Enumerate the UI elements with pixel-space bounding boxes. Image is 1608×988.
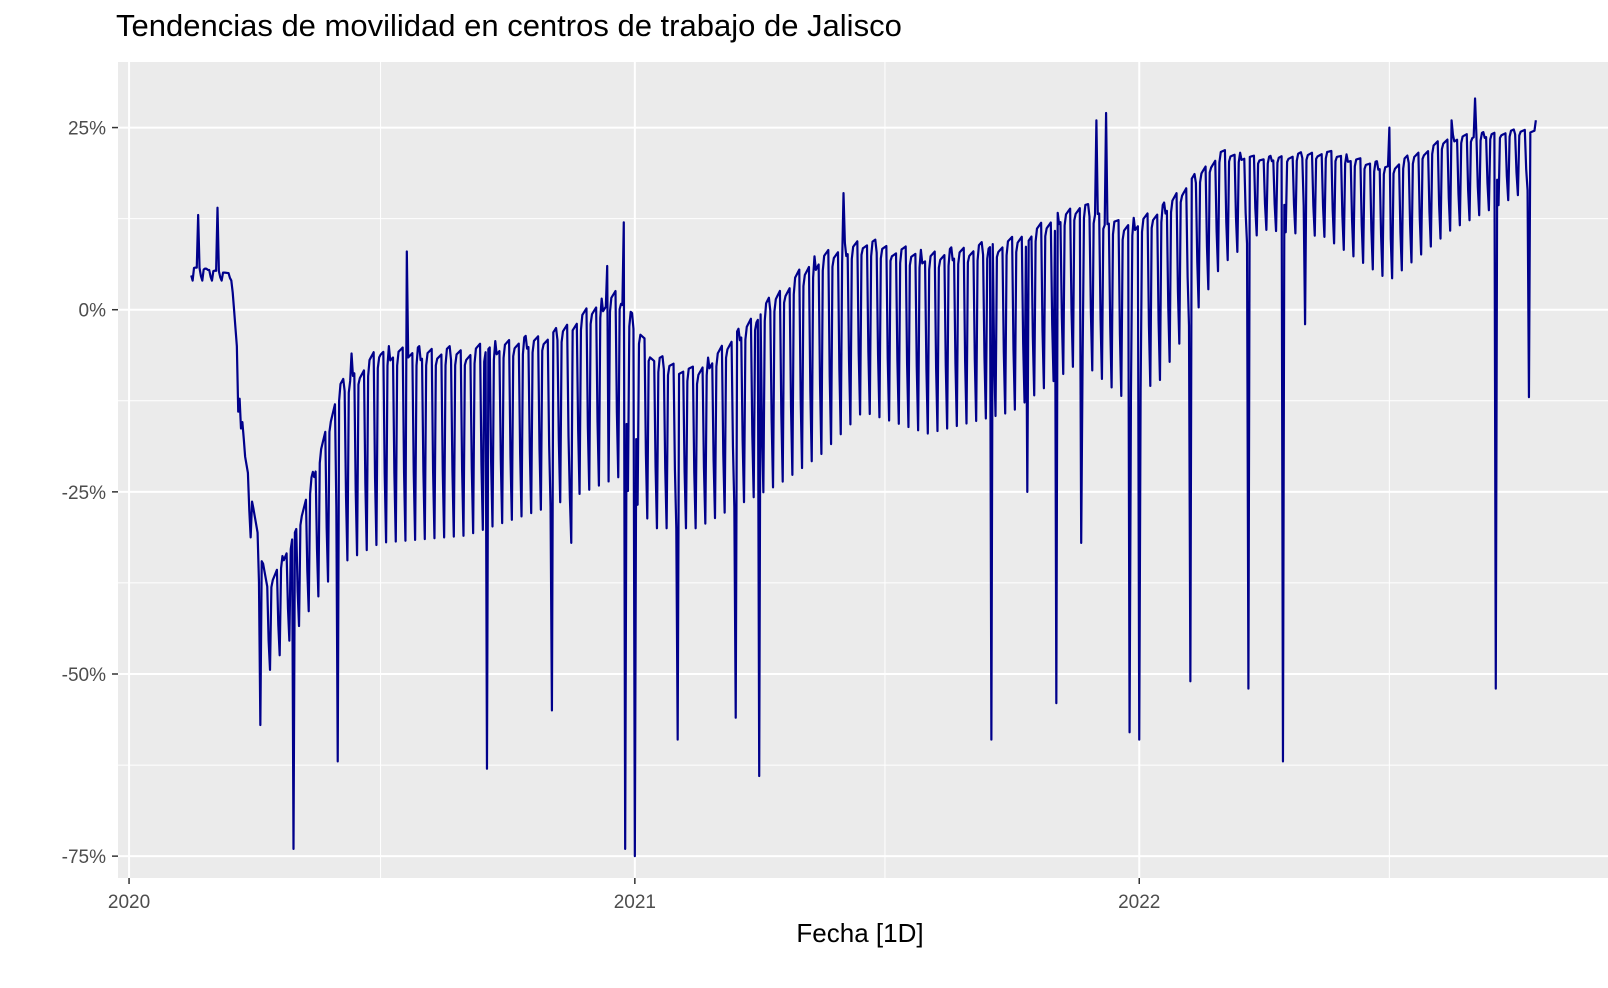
y-axis: 25% 0% -25% -50% -75% bbox=[62, 119, 118, 868]
minor-gridlines bbox=[118, 62, 1608, 878]
y-tick-label: 0% bbox=[79, 301, 107, 322]
chart-title: Tendencias de movilidad en centros de tr… bbox=[116, 8, 902, 43]
major-gridlines bbox=[118, 62, 1608, 878]
x-tick-label: 2021 bbox=[614, 892, 656, 913]
series-line-workplaces bbox=[190, 97, 1537, 858]
x-tick-label: 2022 bbox=[1118, 892, 1160, 913]
y-tick-label: -50% bbox=[62, 665, 106, 686]
y-tick-label: -25% bbox=[62, 483, 106, 504]
y-tick-label: 25% bbox=[68, 119, 106, 140]
x-axis: 2020 2021 2022 bbox=[108, 878, 1160, 913]
x-tick-label: 2020 bbox=[108, 892, 150, 913]
y-tick-label: -75% bbox=[62, 847, 106, 868]
x-axis-label: Fecha [1D] bbox=[796, 918, 924, 948]
